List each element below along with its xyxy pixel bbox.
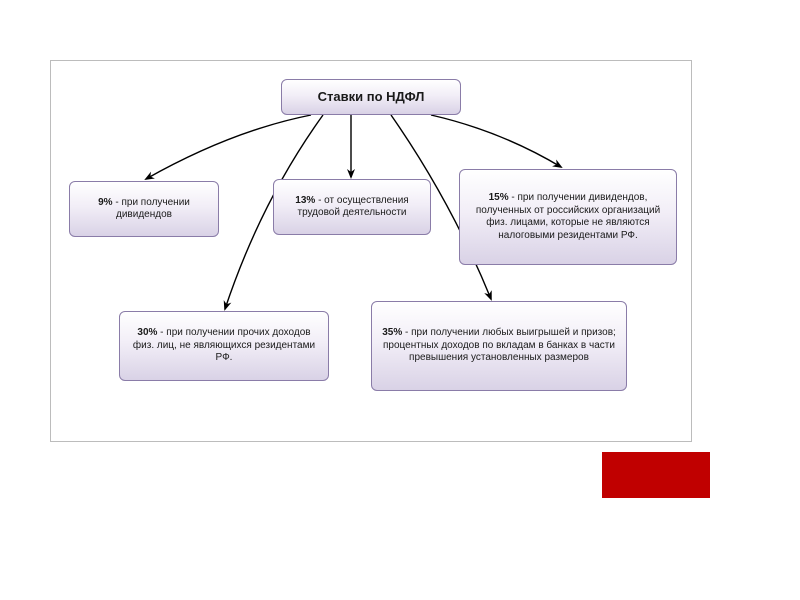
diagram-frame: Ставки по НДФЛ 9% - при получении дивиде…	[50, 60, 692, 442]
slide: Ставки по НДФЛ 9% - при получении дивиде…	[0, 0, 800, 600]
connector-arrow	[146, 115, 311, 179]
node-text: 13% - от осуществления трудовой деятельн…	[280, 195, 424, 220]
node-n30: 30% - при получении прочих доходов физ. …	[119, 311, 329, 381]
node-n35: 35% - при получении любых выигрышей и пр…	[371, 301, 627, 391]
node-text: 15% - при получении дивидендов, полученн…	[466, 192, 670, 242]
node-n15: 15% - при получении дивидендов, полученн…	[459, 169, 677, 265]
node-n13: 13% - от осуществления трудовой деятельн…	[273, 179, 431, 235]
root-title: Ставки по НДФЛ	[288, 89, 454, 105]
root-node: Ставки по НДФЛ	[281, 79, 461, 115]
accent-block	[602, 452, 710, 498]
connector-arrow	[431, 115, 561, 167]
node-text: 35% - при получении любых выигрышей и пр…	[378, 327, 620, 365]
node-text: 9% - при получении дивидендов	[76, 197, 212, 222]
node-text: 30% - при получении прочих доходов физ. …	[126, 327, 322, 365]
node-n9: 9% - при получении дивидендов	[69, 181, 219, 237]
